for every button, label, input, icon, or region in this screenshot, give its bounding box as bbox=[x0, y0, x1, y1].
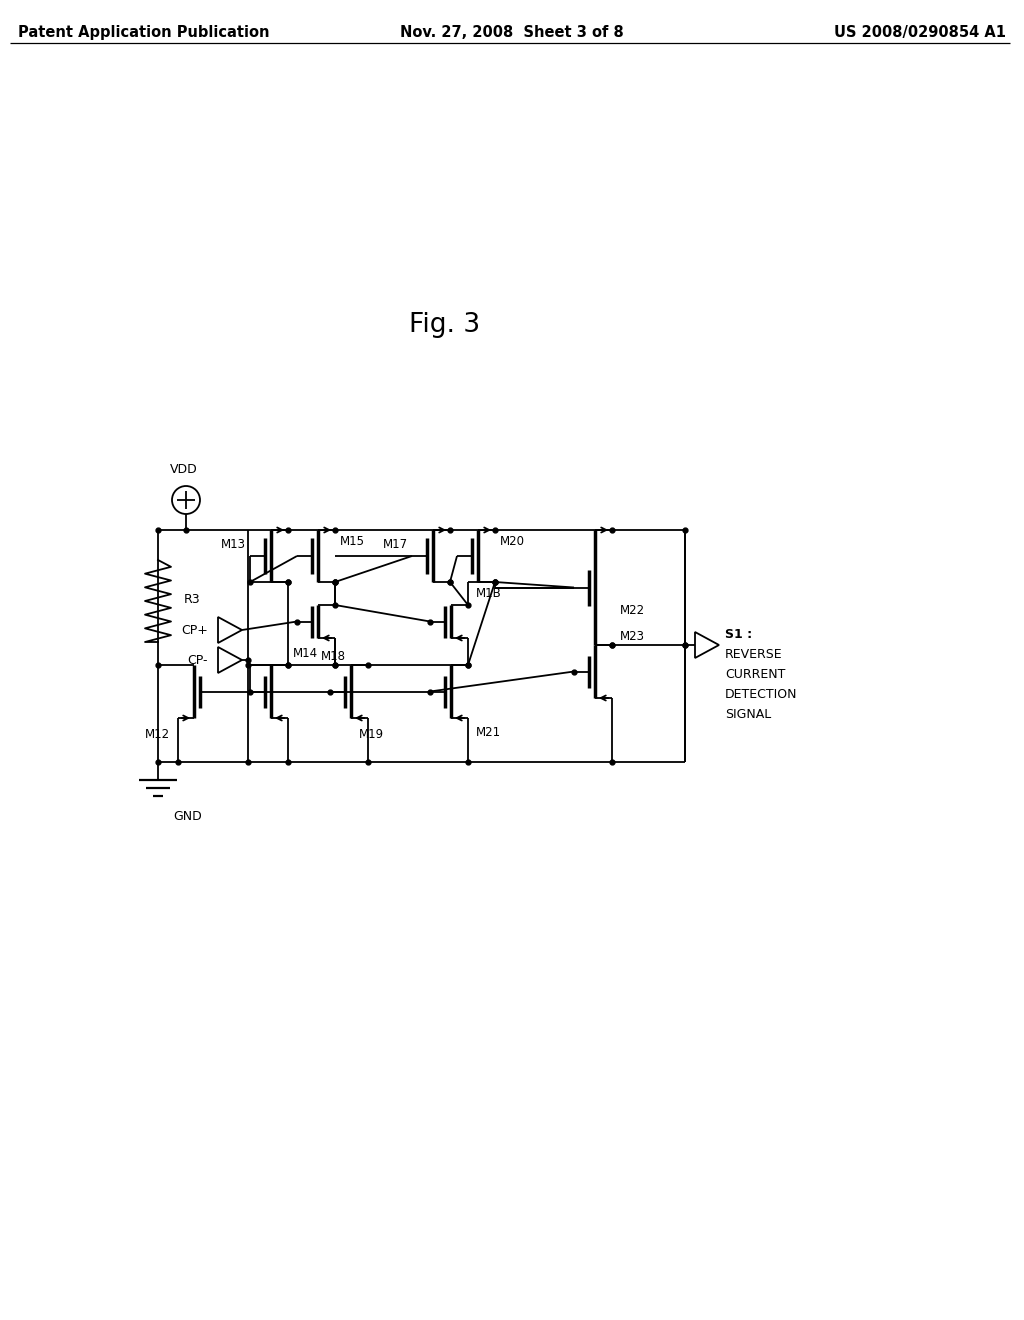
Text: M17: M17 bbox=[383, 539, 408, 550]
Text: US 2008/0290854 A1: US 2008/0290854 A1 bbox=[834, 25, 1006, 40]
Text: Nov. 27, 2008  Sheet 3 of 8: Nov. 27, 2008 Sheet 3 of 8 bbox=[400, 25, 624, 40]
Text: CP+: CP+ bbox=[181, 623, 208, 636]
Text: M19: M19 bbox=[358, 729, 384, 741]
Text: Patent Application Publication: Patent Application Publication bbox=[18, 25, 269, 40]
Text: M13: M13 bbox=[221, 539, 246, 550]
Text: REVERSE: REVERSE bbox=[725, 648, 782, 661]
Text: M20: M20 bbox=[500, 535, 525, 548]
Text: VDD: VDD bbox=[170, 463, 198, 477]
Text: M21: M21 bbox=[476, 726, 501, 739]
Text: DETECTION: DETECTION bbox=[725, 689, 798, 701]
Text: GND: GND bbox=[173, 810, 202, 822]
Text: CURRENT: CURRENT bbox=[725, 668, 785, 681]
Text: M23: M23 bbox=[620, 630, 645, 643]
Text: M15: M15 bbox=[340, 535, 365, 548]
Text: M14: M14 bbox=[293, 647, 318, 660]
Text: M12: M12 bbox=[144, 729, 170, 741]
Text: R3: R3 bbox=[184, 593, 201, 606]
Text: M22: M22 bbox=[620, 603, 645, 616]
Text: M1B: M1B bbox=[476, 587, 502, 601]
Text: SIGNAL: SIGNAL bbox=[725, 709, 771, 722]
Text: S1 :: S1 : bbox=[725, 628, 752, 642]
Text: M18: M18 bbox=[321, 649, 345, 663]
Text: CP-: CP- bbox=[187, 653, 208, 667]
Text: Fig. 3: Fig. 3 bbox=[410, 312, 480, 338]
